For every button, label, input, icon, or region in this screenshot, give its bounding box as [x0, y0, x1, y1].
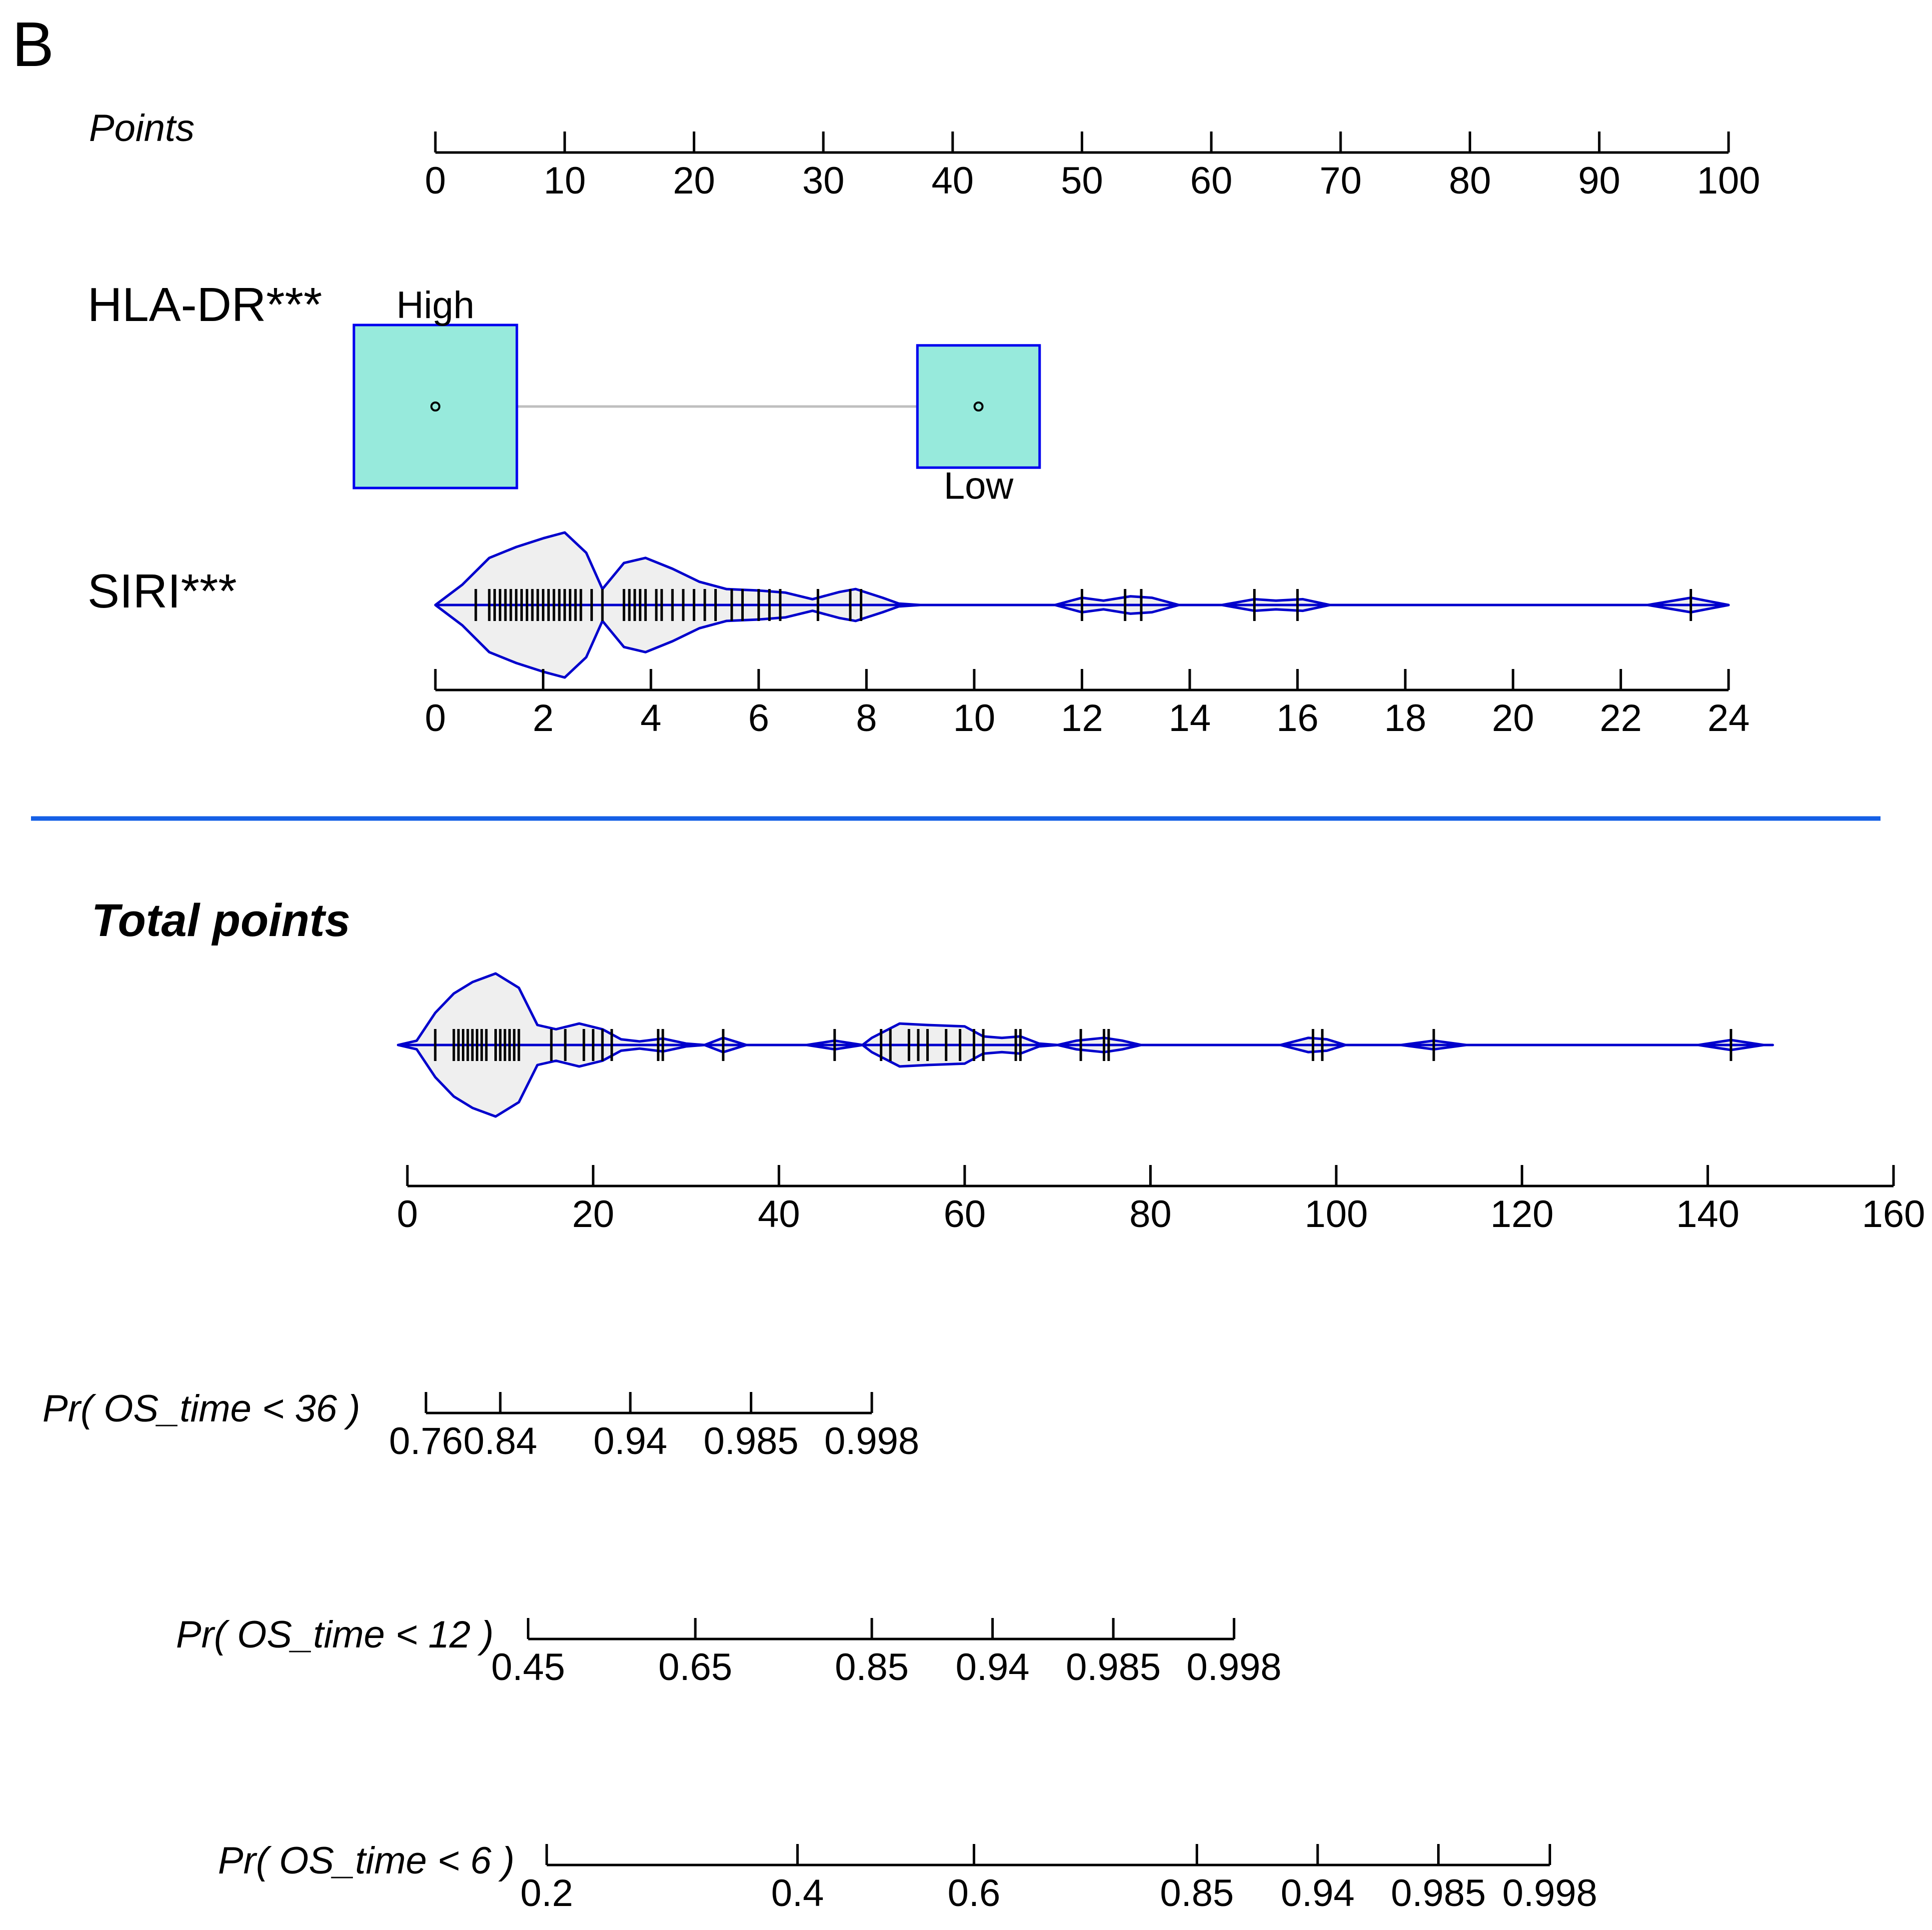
points-tick-label: 30: [802, 160, 845, 202]
total-tick-label: 100: [1305, 1193, 1368, 1236]
points-tick-label: 20: [673, 160, 715, 202]
points-tick-label: 50: [1061, 160, 1103, 202]
siri-tick-label: 2: [532, 697, 553, 740]
total-points-violin: [396, 972, 1774, 1118]
points-label: Points: [89, 107, 194, 150]
prob-1-tick-label: 0.985: [1066, 1646, 1161, 1688]
prob-36-label: Pr( OS_time < 36 ): [42, 1388, 360, 1430]
total-points-axis: 0 20 40 60 80 100 120 140 160: [397, 1165, 1926, 1236]
prob-0-tick-label: 0.94: [593, 1420, 667, 1462]
points-tick-label: 60: [1190, 160, 1233, 202]
total-tick-label: 140: [1676, 1193, 1740, 1236]
prob-1-tick-label: 0.94: [956, 1646, 1030, 1688]
total-tick-label: 0: [397, 1193, 418, 1236]
prob-2-tick-label: 0.94: [1281, 1872, 1355, 1914]
prob-2-tick-label: 0.985: [1391, 1872, 1486, 1914]
prob-0-tick-label: 0.998: [824, 1420, 919, 1462]
siri-tick-label: 12: [1061, 697, 1103, 740]
total-tick-label: 40: [758, 1193, 800, 1236]
prob-1-tick-label: 0.65: [658, 1646, 732, 1688]
siri-tick-label: 16: [1276, 697, 1319, 740]
hla-dr-label: HLA-DR***: [87, 278, 322, 332]
points-tick-label: 100: [1697, 160, 1761, 202]
siri-tick-label: 22: [1600, 697, 1642, 740]
siri-tick-label: 0: [425, 697, 446, 740]
total-tick-label: 120: [1490, 1193, 1554, 1236]
hla-dr-scale: High Low: [352, 284, 1041, 507]
prob-2-tick-label: 0.2: [520, 1872, 573, 1914]
total-tick-label: 20: [572, 1193, 614, 1236]
siri-label: SIRI***: [87, 564, 237, 618]
siri-tick-label: 6: [748, 697, 769, 740]
points-tick-label: 80: [1449, 160, 1491, 202]
hla-dr-level-label: Low: [944, 464, 1014, 507]
prob-1-tick-label: 0.998: [1187, 1646, 1282, 1688]
points-tick-label: 10: [543, 160, 586, 202]
total-points-label: Total points: [91, 895, 350, 946]
points-tick-label: 70: [1320, 160, 1362, 202]
prob-12-axis: 0.45 0.65 0.85 0.94 0.985 0.998: [491, 1618, 1282, 1688]
prob-0-tick-label: 0.84: [463, 1420, 537, 1462]
prob-2-tick-label: 0.4: [771, 1872, 824, 1914]
prob-2-tick-label: 0.85: [1160, 1872, 1234, 1914]
prob-1-tick-label: 0.85: [835, 1646, 909, 1688]
prob-6-label: Pr( OS_time < 6 ): [218, 1840, 514, 1882]
siri-violin: [434, 531, 1730, 679]
total-tick-label: 80: [1129, 1193, 1172, 1236]
total-tick-label: 60: [944, 1193, 986, 1236]
total-tick-label: 160: [1862, 1193, 1926, 1236]
hla-dr-box-low: [916, 344, 1041, 469]
panel-label: B: [12, 9, 54, 80]
prob-36-axis: 0.76 0.84 0.94 0.985 0.998: [389, 1392, 919, 1462]
siri-tick-label: 20: [1492, 697, 1535, 740]
hla-dr-point-high: [430, 402, 440, 412]
hla-dr-level-label: High: [396, 284, 474, 326]
siri-tick-label: 10: [953, 697, 996, 740]
points-tick-label: 40: [932, 160, 974, 202]
prob-12-label: Pr( OS_time < 12 ): [176, 1614, 494, 1656]
prob-1-tick-label: 0.45: [491, 1646, 565, 1688]
prob-2-tick-label: 0.6: [948, 1872, 1001, 1914]
prob-6-axis: 0.2 0.4 0.6 0.85 0.94 0.985 0.998: [520, 1844, 1598, 1914]
siri-tick-label: 18: [1384, 697, 1427, 740]
prob-2-tick-label: 0.998: [1502, 1872, 1597, 1914]
hla-dr-box-high: [352, 324, 518, 490]
points-axis: 0 10 20 30 40 50 60 70 80 90 100: [425, 132, 1761, 202]
points-tick-label: 0: [425, 160, 446, 202]
prob-0-tick-label: 0.985: [703, 1420, 798, 1462]
siri-axis: 0 2 4 6 8 10 12 14 16 18 20 22 24: [425, 669, 1750, 740]
siri-tick-label: 14: [1169, 697, 1211, 740]
siri-tick-label: 8: [856, 697, 877, 740]
points-tick-label: 90: [1578, 160, 1621, 202]
prob-0-tick-label: 0.76: [389, 1420, 463, 1462]
siri-tick-label: 24: [1708, 697, 1750, 740]
hla-dr-point-low: [973, 402, 984, 412]
siri-tick-label: 4: [640, 697, 661, 740]
